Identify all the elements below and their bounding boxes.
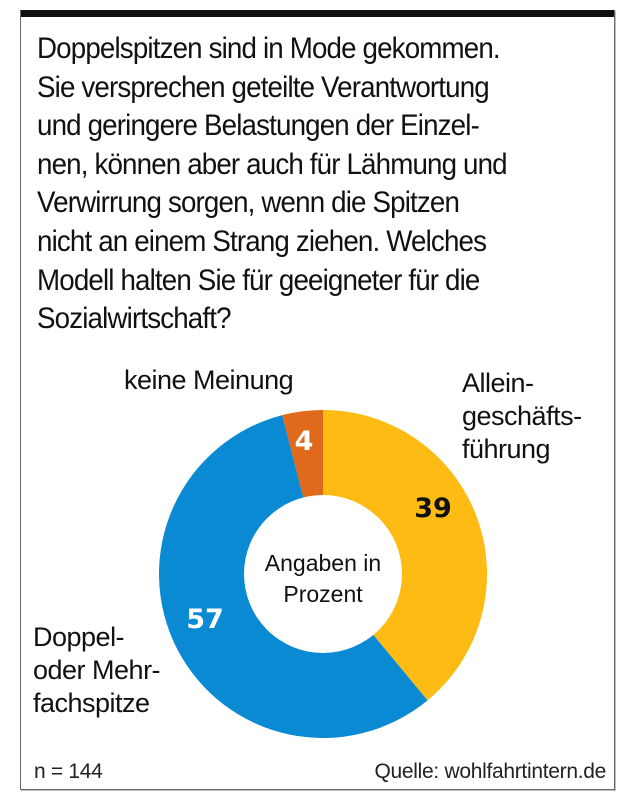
question-line: nen, können aber auch für Lähmung und xyxy=(37,147,508,181)
question-line: und geringere Belastungen der Einzel- xyxy=(37,109,480,143)
source-note: Quelle: wohlfahrtintern.de xyxy=(374,760,606,783)
label-line: keine Meinung xyxy=(124,365,294,395)
label-line: fachspitze xyxy=(33,688,150,718)
label-line: Allein- xyxy=(462,368,534,398)
legend-label-keine-meinung: keine Meinung xyxy=(124,364,294,397)
donut-slice-alleingesch-ftsf-hrung xyxy=(323,410,488,701)
label-line: oder Mehr- xyxy=(33,655,161,685)
legend-label-doppelspitze: Doppel- oder Mehr- fachspitze xyxy=(33,621,161,720)
question-line: Verwirrung sorgen, wenn die Spitzen xyxy=(37,186,460,220)
value-label-doppelspitze: 57 xyxy=(186,604,224,635)
legend-label-alleingeschaeftsfuehrung: Allein- geschäfts- führung xyxy=(462,367,582,466)
sample-size: n = 144 xyxy=(34,760,103,783)
label-line: führung xyxy=(462,434,551,464)
label-line: Doppel- xyxy=(33,622,125,652)
chart-frame: Doppelspitzen sind in Mode gekommen. Sie… xyxy=(20,10,615,790)
question-line: Sie versprechen geteilte Verantwortung xyxy=(37,70,490,104)
value-label-alleingeschaeftsfuehrung: 39 xyxy=(414,493,452,524)
center-label-line-1: Angaben in xyxy=(265,550,381,576)
question-line: Modell halten Sie für geeigneter für die xyxy=(37,263,480,297)
label-line: geschäfts- xyxy=(462,401,582,431)
question-text: Doppelspitzen sind in Mode gekommen. Sie… xyxy=(37,30,578,339)
question-line: Sozialwirtschaft? xyxy=(37,302,232,336)
top-rule xyxy=(21,10,614,17)
value-label-keine-meinung: 4 xyxy=(295,426,314,457)
question-line: Doppelspitzen sind in Mode gekommen. xyxy=(37,32,501,65)
question-line: nicht an einem Strang ziehen. Welches xyxy=(37,224,487,258)
donut-hole xyxy=(244,495,402,653)
center-label-line-2: Prozent xyxy=(283,581,363,607)
